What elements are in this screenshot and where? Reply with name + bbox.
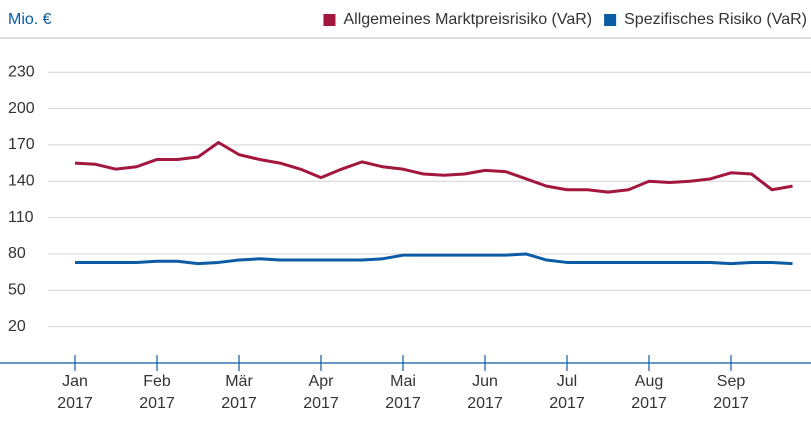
x-tick-label: Mai 2017 (385, 373, 421, 412)
y-tick-label: 170 (8, 136, 35, 153)
x-tick-label: Mär 2017 (221, 373, 257, 412)
series-line (74, 141, 793, 194)
y-tick-label: 230 (8, 63, 35, 80)
y-tick-label: 200 (8, 100, 35, 117)
legend-swatch (323, 14, 336, 26)
y-tick-label: 140 (8, 172, 35, 189)
legend-label: Spezifisches Risiko (VaR) (624, 11, 807, 28)
x-tick-label: Aug 2017 (631, 373, 667, 412)
y-tick-label: 50 (8, 282, 26, 299)
y-tick-label: 80 (8, 245, 26, 262)
x-tick-label: Jan 2017 (57, 373, 93, 412)
x-tick-label: Apr 2017 (303, 373, 339, 412)
legend-label: Allgemeines Marktpreisrisiko (VaR) (343, 11, 592, 28)
x-tick-label: Sep 2017 (713, 373, 749, 412)
y-axis-label: Mio. € (8, 11, 52, 28)
legend-swatch (604, 14, 617, 26)
series-line (75, 252, 793, 266)
y-tick-label: 110 (8, 209, 34, 226)
y-tick-label: 20 (8, 318, 26, 335)
x-tick-label: Jun 2017 (467, 373, 503, 412)
x-tick-label: Jul 2017 (549, 373, 585, 412)
x-tick-label: Feb 2017 (139, 373, 175, 412)
